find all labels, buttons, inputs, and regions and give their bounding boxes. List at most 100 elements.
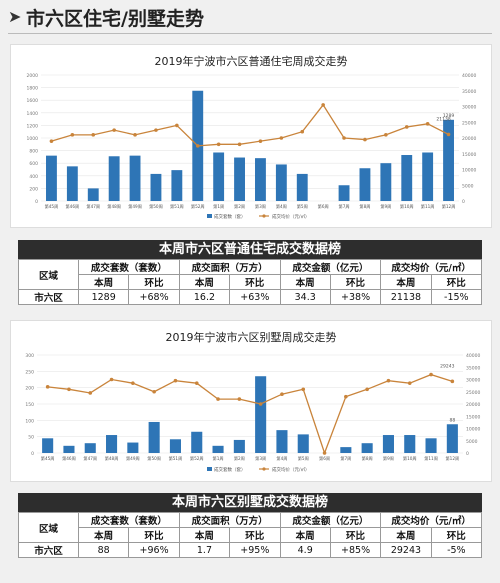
line-point: [109, 377, 114, 382]
x-tick-label: 第6周: [319, 455, 330, 462]
legend-swatch: [262, 467, 266, 471]
sub-header: 本周: [380, 274, 432, 290]
bar: [84, 443, 96, 453]
x-tick-label: 第51周: [169, 455, 183, 462]
page-title: 市六区住宅/别墅走势: [26, 8, 204, 30]
table-row: 市六区 1289 +68% 16.2 +63% 34.3 +38% 21138 …: [18, 289, 483, 305]
y2-tick-label: 40000: [466, 353, 480, 359]
group-header: 成交面积（万方）: [178, 259, 281, 275]
chart-panel-residential: 2019年宁波市六区普通住宅周成交走势 0 200 400 600 800 1000 120…: [10, 44, 492, 228]
x-tick-label: 第9周: [380, 203, 391, 210]
arrow-icon: ➤: [8, 7, 22, 26]
legend-swatch: [207, 214, 212, 218]
bar: [233, 439, 245, 453]
line-series: [47, 373, 453, 455]
group-header: 成交金额（亿元）: [279, 512, 382, 528]
region-cell: 市六区: [18, 542, 79, 558]
x-tick-label: 第51周: [170, 203, 184, 210]
y2-tick-label: 35000: [466, 365, 480, 371]
x-tick-label: 第10周: [403, 455, 417, 462]
chart-title: 2019年宁波市六区别墅周成交走势: [165, 331, 337, 344]
line-point: [216, 142, 221, 147]
sub-header: 本周: [178, 274, 231, 290]
line-point: [342, 136, 346, 140]
bar: [191, 431, 203, 453]
x-tick-label: 第5周: [297, 203, 308, 210]
sub-header: 环比: [229, 527, 281, 543]
data-label: 21138: [436, 116, 450, 122]
bar: [255, 158, 266, 201]
bar: [127, 442, 139, 453]
table-cell: 1.7: [178, 542, 231, 558]
data-label: 1289: [443, 113, 455, 119]
bar: [171, 170, 183, 201]
region-header: 区域: [18, 512, 79, 543]
line-point: [49, 139, 54, 143]
line-point: [280, 392, 284, 396]
line-point: [322, 451, 327, 455]
legend-label: 成交套数（套）: [214, 466, 246, 473]
line-point: [384, 133, 388, 137]
bar: [276, 430, 288, 453]
bar: [404, 435, 416, 453]
y2-tick-label: 40000: [462, 73, 476, 79]
table-cell: -15%: [430, 289, 483, 305]
line-point: [237, 397, 242, 401]
bar: [338, 185, 350, 201]
table-cell: 34.3: [279, 289, 331, 305]
x-tick-label: 第12周: [442, 203, 456, 210]
bar: [66, 166, 78, 201]
line-series: [51, 103, 449, 147]
x-tick-label: 第50周: [149, 203, 163, 210]
sub-header: 环比: [329, 274, 382, 290]
table-cell: -5%: [430, 542, 483, 558]
data-label: 88: [449, 417, 455, 423]
table-cell: 4.9: [279, 542, 331, 558]
bar: [213, 152, 225, 201]
x-tick-label: 第2周: [234, 203, 245, 210]
bar: [212, 445, 224, 453]
x-tick-label: 第52周: [191, 203, 205, 210]
group-header: 成交金额（亿元）: [279, 259, 382, 275]
y-tick-label: 0: [31, 451, 34, 457]
x-tick-label: 第4周: [276, 203, 287, 210]
bar: [234, 157, 245, 201]
group-header: 成交均价（元/㎡）: [380, 512, 482, 528]
chart-villa: 0 50 100 150 200 250 300 0 5000 10000 15000 20000 25…: [25, 353, 480, 473]
y2-tick-label: 10000: [462, 168, 476, 174]
sub-header: 环比: [430, 527, 483, 543]
group-header: 成交套数（套数）: [78, 259, 180, 275]
sub-header: 本周: [178, 527, 231, 543]
data-table: 区域 成交套数（套数） 成交面积（万方） 成交金额（亿元） 成交均价（元/㎡） …: [18, 259, 483, 305]
x-tick-label: 第48周: [107, 203, 121, 210]
x-tick-label: 第4周: [276, 455, 287, 462]
group-header: 成交均价（元/㎡）: [380, 259, 482, 275]
sub-header: 环比: [229, 274, 281, 290]
x-tick-label: 第1周: [213, 455, 224, 462]
x-tick-label: 第8周: [362, 455, 373, 462]
x-tick-label: 第6周: [318, 203, 329, 210]
bar: [382, 435, 394, 453]
bar: [106, 435, 118, 453]
bar: [87, 188, 99, 201]
legend-label: 成交均价（元/㎡）: [272, 213, 310, 220]
sub-header: 环比: [430, 274, 483, 290]
x-tick-label: 第7周: [339, 203, 350, 210]
bar: [425, 438, 437, 453]
sub-header: 本周: [279, 527, 331, 543]
y-tick-label: 50: [28, 435, 34, 441]
table-cell: 21138: [380, 289, 432, 305]
y-tick-label: 0: [35, 199, 38, 205]
y2-tick-label: 0: [466, 451, 469, 457]
y-tick-label: 1600: [27, 98, 39, 104]
line-point: [173, 378, 178, 383]
sub-header: 本周: [77, 527, 130, 543]
y2-tick-label: 0: [462, 199, 465, 205]
table-cell: +96%: [128, 542, 180, 558]
y2-tick-label: 15000: [462, 152, 476, 158]
x-tick-label: 第3周: [255, 455, 266, 462]
region-header: 区域: [18, 259, 79, 290]
y2-tick-label: 15000: [466, 414, 480, 420]
table-row: 市六区 88 +96% 1.7 +95% 4.9 +85% 29243 -5%: [18, 542, 483, 558]
chart-title: 2019年宁波市六区普通住宅周成交走势: [154, 55, 348, 68]
